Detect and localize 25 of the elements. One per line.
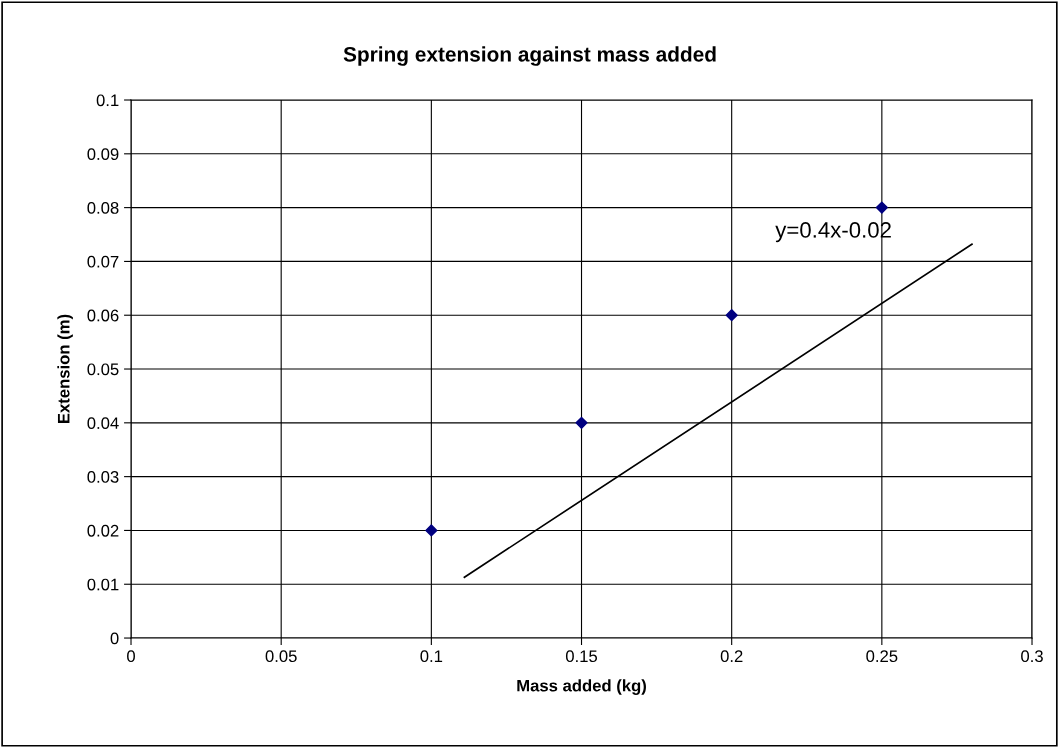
point bbox=[875, 201, 888, 214]
y-axis-title: Extension (m) bbox=[57, 314, 73, 424]
x-tick-label: 0.15 bbox=[565, 650, 598, 663]
x-tick-label: 0.05 bbox=[265, 650, 297, 663]
y-tick-label: 0.09 bbox=[87, 148, 119, 161]
x-tick-label: 0 bbox=[127, 650, 135, 663]
x-tick-label: 0.3 bbox=[1021, 650, 1043, 663]
x-tick-label: 0.2 bbox=[720, 650, 743, 663]
x-tick-label: 0.25 bbox=[866, 650, 898, 663]
point bbox=[425, 524, 438, 537]
y-tick-label: 0.05 bbox=[87, 363, 119, 376]
x-axis-title: Mass added (kg) bbox=[517, 679, 646, 695]
point bbox=[725, 309, 738, 322]
y-tick-label: 0.01 bbox=[87, 578, 119, 591]
y-tick-label: 0.04 bbox=[87, 417, 119, 430]
y-tick-label: 0.03 bbox=[87, 471, 119, 483]
x-tick-label: 0.1 bbox=[420, 650, 443, 663]
chart-title: Spring extension against mass added bbox=[343, 46, 716, 66]
y-tick-label: 0.07 bbox=[87, 255, 119, 268]
y-tick-label: 0.08 bbox=[87, 202, 119, 214]
y-tick-label: 0.02 bbox=[87, 524, 119, 537]
y-tick-label: 0 bbox=[110, 632, 119, 645]
y-tick-label: 0.1 bbox=[96, 94, 119, 107]
point bbox=[575, 416, 588, 429]
y-tick-label: 0.06 bbox=[87, 309, 119, 322]
